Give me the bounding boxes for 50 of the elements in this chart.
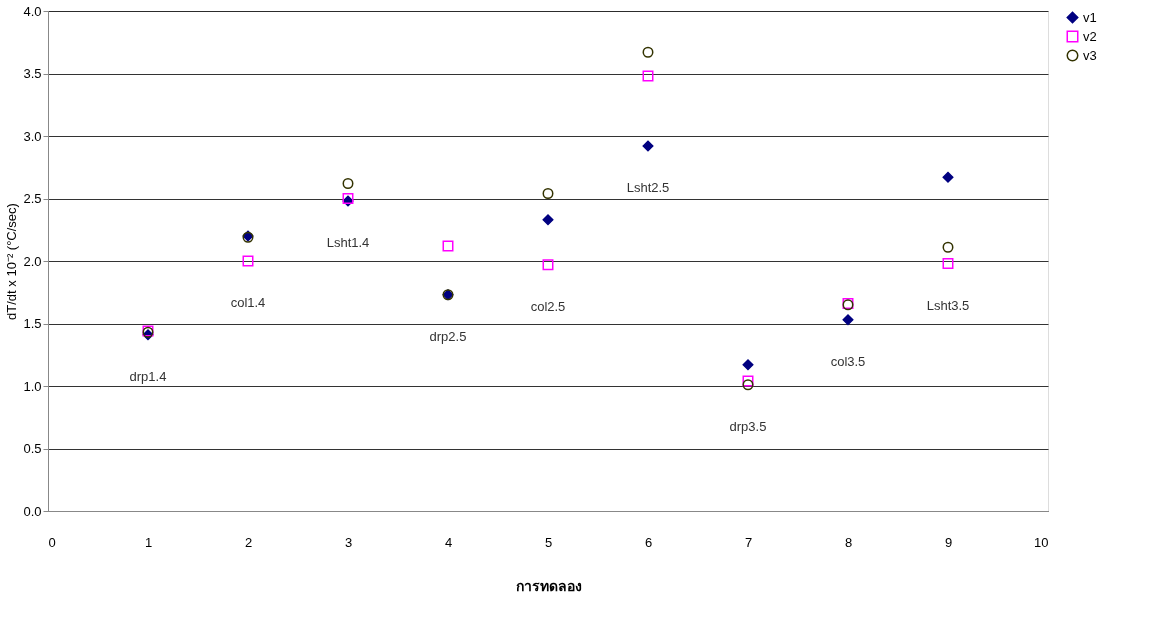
point [542,214,554,226]
y-tick-label: 1.0 [23,378,42,394]
annotation: drp2.5 [429,328,467,344]
x-tick-label: 7 [744,534,753,550]
x-tick-label: 10 [1034,534,1049,550]
point [742,359,754,371]
annotation: drp3.5 [729,418,767,434]
legend-label: v3 [1083,47,1097,63]
point [542,188,554,199]
point [642,46,654,58]
annotation: drp1.4 [129,368,167,384]
x-tick-label: 1 [144,534,153,550]
y-tick-label: 2.0 [23,253,42,269]
y-tick-label: 4.0 [23,3,42,19]
x-tick-label: 2 [244,534,253,550]
annotation: Lsht3.5 [926,297,970,313]
legend-label: v1 [1083,9,1097,25]
point [342,178,354,189]
annotation: col2.5 [530,298,566,314]
point [742,379,754,391]
point [842,314,854,326]
y-tick-label: 3.0 [23,128,42,144]
annotation: col1.4 [230,295,266,310]
annotation: Lsht1.4 [326,235,370,250]
point [942,241,954,253]
point [242,255,254,267]
x-tick-label: 3 [344,534,353,550]
x-axis-title: การทดลอง [515,577,582,594]
x-tick-label: 6 [644,534,653,550]
legend-label: v2 [1083,28,1097,44]
y-axis-title: dT/dt x 10⁻² (°C/sec) [4,203,20,320]
x-tick-label: 5 [544,534,553,550]
point [642,70,654,82]
x-tick-label: 9 [944,534,953,550]
y-tick-label: 0.0 [23,503,42,519]
x-tick-label: 8 [844,534,853,550]
y-tick-label: 2.5 [23,191,42,206]
point [642,140,654,152]
y-tick-label: 0.5 [23,441,42,456]
point [542,259,554,271]
annotation: col3.5 [830,353,866,369]
y-tick-label: 3.5 [23,66,42,81]
x-tick-label: 0 [48,534,56,550]
point [742,375,754,387]
point [942,258,954,269]
annotation: Lsht2.5 [626,180,670,195]
x-tick-label: 4 [444,534,453,550]
point [442,240,454,252]
y-tick-label: 1.5 [23,316,42,331]
point [942,171,954,183]
